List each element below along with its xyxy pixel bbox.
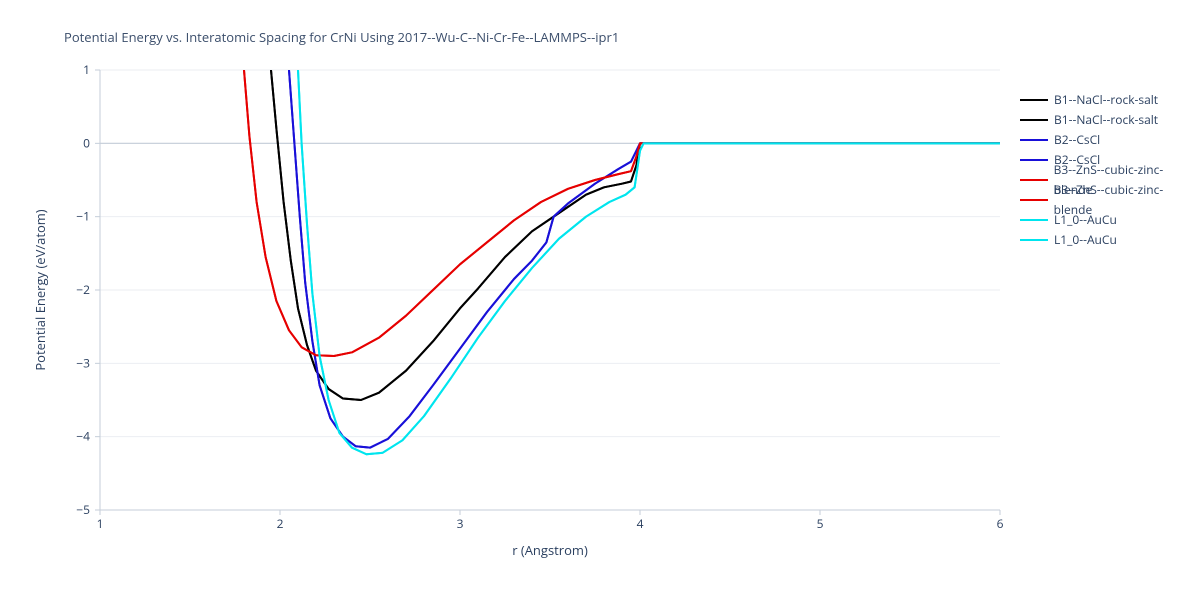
y-axis-label: Potential Energy (eV/atom) — [31, 209, 49, 370]
series-line[interactable] — [271, 70, 1000, 400]
legend-label: L1_0--AuCu — [1054, 230, 1117, 250]
x-tick-label: 4 — [637, 515, 644, 532]
legend-item[interactable]: B1--NaCl--rock-salt — [1020, 90, 1200, 110]
legend-label: B2--CsCl — [1054, 130, 1100, 150]
legend-item[interactable]: B2--CsCl — [1020, 130, 1200, 150]
legend-item[interactable]: B3--ZnS--cubic-zinc-blende — [1020, 190, 1200, 210]
series-line[interactable] — [298, 70, 1000, 454]
x-tick-label: 1 — [97, 515, 104, 532]
y-tick-label: −3 — [76, 354, 90, 371]
legend-label: L1_0--AuCu — [1054, 210, 1117, 230]
y-tick-label: 0 — [83, 134, 90, 151]
x-tick-label: 6 — [997, 515, 1004, 532]
chart-legend: B1--NaCl--rock-saltB1--NaCl--rock-saltB2… — [1020, 90, 1200, 250]
legend-swatch — [1020, 219, 1048, 221]
y-tick-label: −4 — [76, 428, 90, 445]
x-tick-label: 5 — [817, 515, 824, 532]
legend-swatch — [1020, 199, 1048, 201]
series-line[interactable] — [289, 70, 1000, 448]
y-tick-label: −5 — [76, 501, 90, 518]
y-tick-label: −1 — [76, 208, 90, 225]
legend-label: B1--NaCl--rock-salt — [1054, 90, 1158, 110]
y-tick-label: 1 — [83, 61, 90, 78]
legend-swatch — [1020, 139, 1048, 141]
legend-label: B1--NaCl--rock-salt — [1054, 110, 1158, 130]
legend-swatch — [1020, 119, 1048, 121]
series-line[interactable] — [244, 70, 1000, 356]
series-line[interactable] — [271, 70, 1000, 400]
legend-item[interactable]: B1--NaCl--rock-salt — [1020, 110, 1200, 130]
series-line[interactable] — [298, 70, 1000, 454]
legend-item[interactable]: L1_0--AuCu — [1020, 230, 1200, 250]
legend-swatch — [1020, 239, 1048, 241]
series-line[interactable] — [289, 70, 1000, 448]
x-axis-label: r (Angstrom) — [512, 541, 588, 559]
legend-swatch — [1020, 179, 1048, 181]
y-tick-label: −2 — [76, 281, 90, 298]
x-tick-label: 2 — [277, 515, 284, 532]
x-tick-label: 3 — [457, 515, 464, 532]
legend-swatch — [1020, 99, 1048, 101]
series-line[interactable] — [244, 70, 1000, 356]
legend-swatch — [1020, 159, 1048, 161]
